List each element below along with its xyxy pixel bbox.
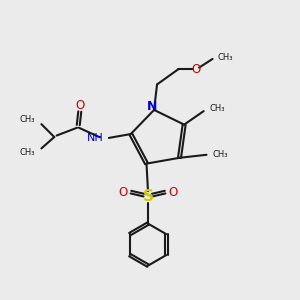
Text: CH₃: CH₃ — [19, 115, 35, 124]
Text: O: O — [168, 186, 177, 199]
Text: NH: NH — [87, 133, 104, 143]
Text: CH₃: CH₃ — [217, 53, 232, 62]
Text: O: O — [191, 63, 201, 76]
Text: CH₃: CH₃ — [210, 103, 225, 112]
Text: N: N — [147, 100, 158, 113]
Text: S: S — [142, 189, 154, 204]
Text: CH₃: CH₃ — [19, 148, 35, 157]
Text: O: O — [119, 186, 128, 199]
Text: CH₃: CH₃ — [212, 150, 228, 159]
Text: O: O — [75, 99, 84, 112]
